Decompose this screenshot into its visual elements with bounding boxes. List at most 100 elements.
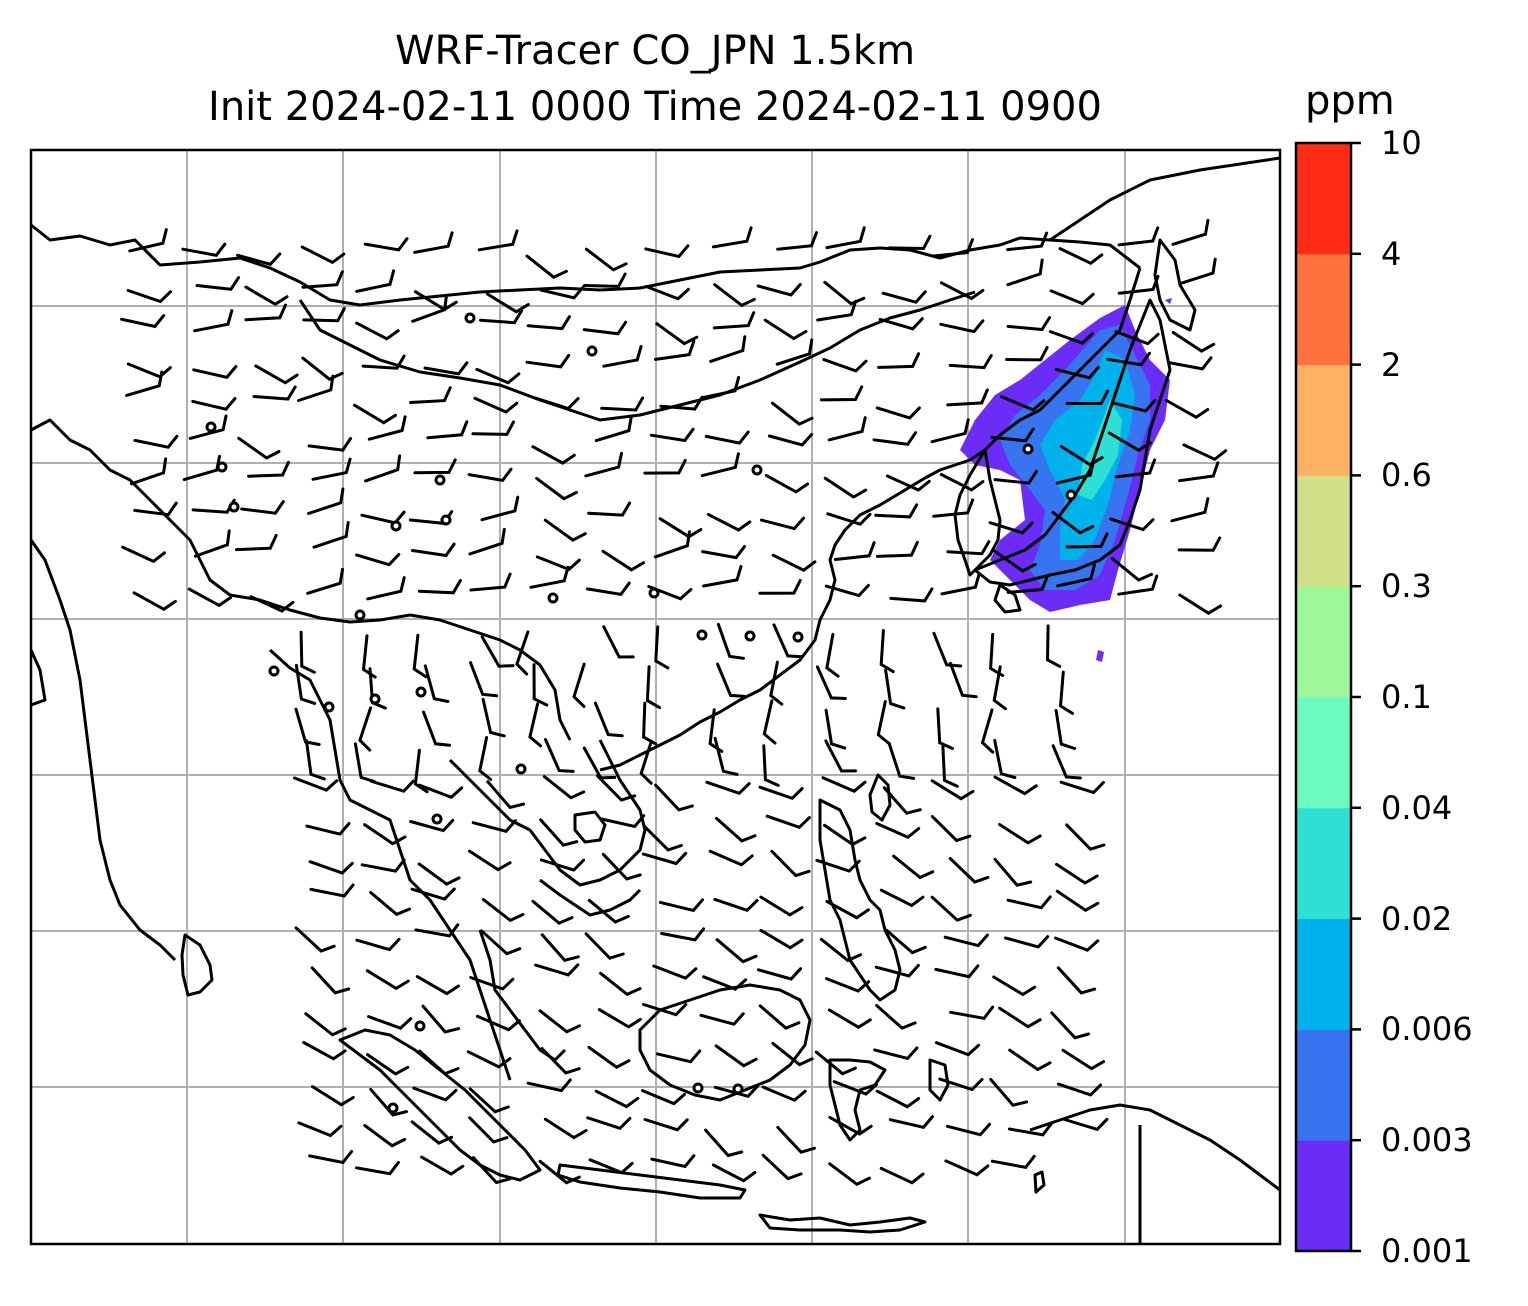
- map-subtitle: Init 2024-02-11 0000 Time 2024-02-11 090…: [208, 84, 1102, 130]
- wind-barb: [705, 780, 751, 796]
- wind-barb: [596, 774, 637, 802]
- wind-barb: [716, 622, 745, 660]
- wind-barb: [1059, 445, 1104, 467]
- wind-barb: [643, 458, 687, 475]
- wind-barb: [652, 964, 698, 980]
- calm-wind-circle: [744, 630, 756, 642]
- wind-barb: [531, 445, 576, 465]
- wind-barb: [765, 814, 811, 830]
- wind-barb: [879, 1166, 925, 1185]
- wind-barb: [825, 632, 840, 678]
- wind-barb: [311, 457, 352, 481]
- wind-barb: [412, 1086, 458, 1102]
- wind-barb: [305, 822, 351, 836]
- wind-barb: [879, 888, 925, 908]
- wind-barb: [713, 897, 759, 913]
- wind-barb: [1005, 346, 1049, 362]
- colorbar-segment: [1296, 807, 1351, 920]
- wind-barb: [1065, 823, 1106, 851]
- calm-wind-circle: [268, 665, 280, 677]
- wind-barb: [875, 1004, 917, 1030]
- wind-barb: [363, 823, 407, 846]
- wind-barb: [642, 1003, 688, 1017]
- wind-barb: [655, 322, 699, 346]
- wind-barb: [363, 1124, 407, 1148]
- wind-barb: [761, 1085, 807, 1102]
- wind-barb: [816, 299, 858, 322]
- wind-barb: [300, 245, 346, 265]
- colorbar-tick-label: 2: [1381, 345, 1402, 384]
- calm-wind-circle: [586, 345, 598, 357]
- wind-barb: [594, 415, 633, 443]
- colorbar: [1294, 141, 1361, 1253]
- wind-barb: [525, 254, 568, 279]
- colorbar-tick-label: 0.3: [1381, 567, 1432, 606]
- wind-barb: [418, 783, 464, 800]
- wind-barb: [355, 269, 396, 293]
- wind-barb: [645, 665, 662, 710]
- calm-wind-circle: [547, 592, 559, 604]
- wind-barb: [949, 1005, 995, 1020]
- wind-barb: [535, 555, 581, 572]
- wind-barb: [756, 967, 803, 981]
- calm-wind-circle: [696, 629, 708, 641]
- wind-barb: [771, 1041, 814, 1067]
- wind-barb: [182, 454, 221, 482]
- wind-barb: [367, 1015, 413, 1030]
- wind-barb: [1006, 574, 1049, 594]
- wind-barb: [311, 1085, 355, 1107]
- wind-barb: [601, 852, 642, 881]
- wind-barb: [471, 1156, 512, 1185]
- wind-barb: [948, 857, 990, 884]
- wind-barb: [759, 928, 804, 950]
- wind-barb: [304, 739, 326, 781]
- wind-barb: [643, 1118, 689, 1132]
- wind-barb: [420, 1155, 465, 1176]
- wind-barb: [815, 665, 847, 700]
- wind-barb: [653, 530, 691, 559]
- wind-barb: [366, 576, 406, 601]
- wind-barb: [887, 742, 916, 780]
- wind-barb: [294, 663, 317, 705]
- wind-barb: [716, 662, 747, 698]
- wind-barb: [1054, 365, 1100, 380]
- wind-barb: [353, 403, 397, 425]
- wind-barb: [125, 370, 164, 397]
- wind-barb: [355, 937, 401, 952]
- wind-barb: [360, 858, 406, 873]
- wind-barb: [481, 697, 506, 738]
- wind-barb: [587, 501, 632, 517]
- wind-barb: [825, 226, 866, 250]
- wind-barb: [711, 1163, 757, 1183]
- wind-barb: [993, 738, 1017, 779]
- wind-barb: [193, 309, 234, 333]
- wind-barb: [1177, 536, 1222, 552]
- wind-barb: [934, 1041, 981, 1057]
- wind-barb: [764, 473, 810, 494]
- calm-wind-circle: [387, 1102, 399, 1114]
- wind-barb: [832, 1080, 878, 1096]
- wind-barb: [642, 701, 658, 746]
- wind-barb: [878, 317, 924, 331]
- wind-barb: [650, 1154, 696, 1169]
- wind-barb: [244, 303, 287, 322]
- wind-barb: [534, 963, 580, 977]
- wind-barb: [639, 739, 653, 785]
- calm-wind-circle: [732, 1083, 744, 1095]
- wind-barb: [1110, 557, 1153, 582]
- wind-barb: [294, 707, 321, 746]
- colorbar-tick-label: 4: [1381, 234, 1402, 273]
- wind-barb: [355, 1161, 400, 1176]
- calm-wind-circle: [205, 421, 217, 433]
- wind-barb: [881, 290, 927, 304]
- wind-barb: [758, 579, 802, 595]
- wind-barb: [294, 926, 336, 953]
- wind-barb: [593, 701, 624, 738]
- wind-barb: [249, 595, 295, 613]
- wind-barb: [1056, 1082, 1103, 1097]
- wind-barb: [540, 933, 580, 962]
- wind-barb: [659, 395, 704, 411]
- wind-barb: [480, 495, 520, 522]
- wind-barb: [819, 937, 863, 963]
- wind-barb: [654, 783, 694, 812]
